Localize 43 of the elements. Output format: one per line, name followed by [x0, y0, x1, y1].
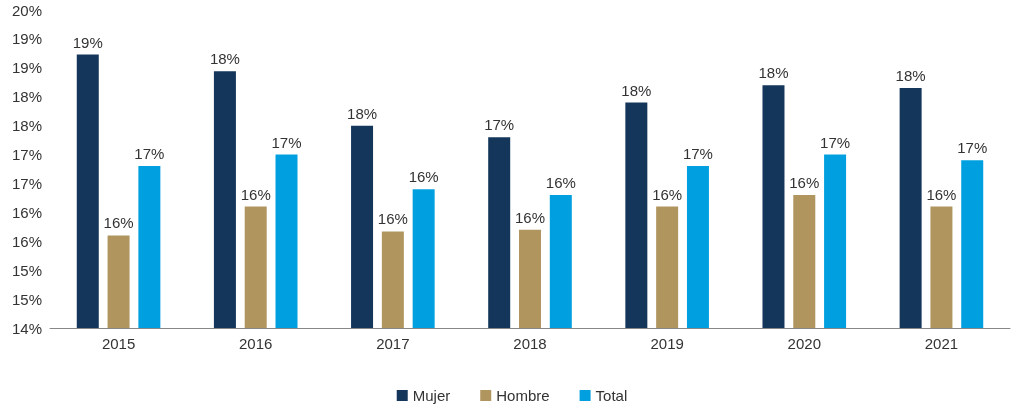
data-label: 19% — [72, 33, 103, 51]
x-tick-label: 2015 — [101, 335, 136, 352]
y-tick-label: 15% — [11, 261, 42, 279]
data-label: 16% — [377, 210, 408, 228]
legend-label: Mujer — [412, 387, 451, 404]
data-label: 16% — [514, 208, 546, 226]
data-label: 18% — [347, 104, 378, 122]
y-tick-label: 20% — [11, 1, 42, 19]
y-tick-label: 17% — [11, 146, 42, 164]
data-label: 18% — [895, 67, 926, 85]
y-tick-label: 16% — [11, 232, 42, 250]
data-label: 17% — [820, 133, 851, 151]
data-label: 16% — [545, 174, 576, 192]
x-tick-label: 2017 — [376, 335, 410, 352]
data-label: 18% — [621, 81, 652, 99]
data-label: 17% — [957, 139, 988, 157]
y-tick-label: 17% — [11, 174, 42, 192]
y-tick-label: 18% — [11, 117, 42, 135]
x-tick-label: 2018 — [513, 335, 547, 352]
x-tick-label: 2020 — [787, 335, 821, 352]
x-tick-label: 2016 — [239, 335, 273, 352]
data-label: 16% — [926, 185, 957, 203]
data-label: 16% — [103, 214, 134, 232]
y-tick-label: 19% — [11, 59, 42, 77]
data-label: 16% — [408, 168, 439, 186]
legend-label: Total — [595, 387, 628, 404]
data-label: 17% — [484, 116, 515, 134]
x-tick-label: 2021 — [924, 335, 959, 352]
y-tick-label: 14% — [11, 319, 42, 337]
data-label: 17% — [134, 145, 165, 163]
y-tick-label: 19% — [11, 30, 42, 48]
data-label: 16% — [240, 185, 271, 203]
legend-label: Hombre — [496, 387, 550, 404]
data-label: 18% — [758, 64, 789, 82]
data-label: 17% — [682, 145, 713, 163]
data-label: 17% — [271, 133, 302, 151]
data-label: 16% — [652, 185, 683, 203]
y-tick-label: 15% — [11, 290, 42, 308]
y-tick-label: 16% — [11, 203, 42, 221]
y-tick-label: 18% — [11, 88, 42, 106]
data-label: 16% — [789, 174, 820, 192]
data-label: 18% — [209, 50, 240, 68]
x-tick-label: 2019 — [650, 335, 684, 352]
